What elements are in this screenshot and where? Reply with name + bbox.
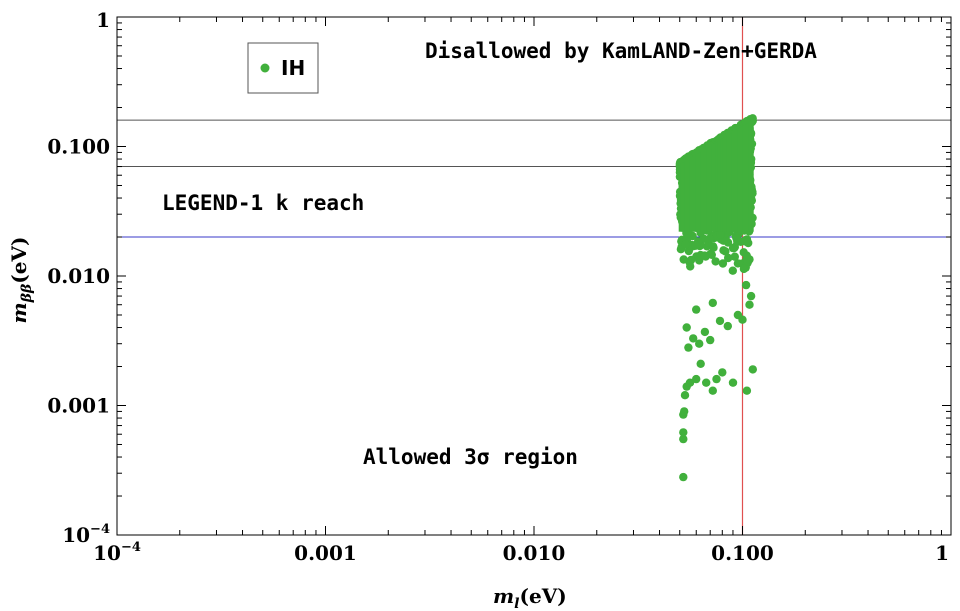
data-point xyxy=(718,259,728,268)
y-tick-label-4: 1 xyxy=(96,8,110,32)
legend-label: IH xyxy=(281,56,305,80)
legend: IH xyxy=(247,42,319,94)
data-point xyxy=(732,234,741,243)
data-point xyxy=(745,255,754,264)
data-point-outlier-10 xyxy=(702,378,711,387)
data-point xyxy=(728,243,738,253)
data-point-outlier-29 xyxy=(741,280,751,290)
data-point-outlier-9 xyxy=(696,359,705,368)
data-point-outlier-2 xyxy=(679,428,688,437)
data-region-fill xyxy=(749,120,754,232)
data-point xyxy=(695,256,704,265)
data-point xyxy=(719,246,728,255)
legend-marker xyxy=(260,63,270,73)
x-tick-label-1: 0.001 xyxy=(294,541,357,565)
x-tick-label-2: 0.010 xyxy=(503,541,566,565)
scatter-points xyxy=(675,114,757,482)
data-point-outlier-15 xyxy=(712,374,721,384)
y-tick-label-1: 0.001 xyxy=(47,394,110,418)
reference-lines xyxy=(117,17,951,535)
y-axis-title-unit: (eV) xyxy=(7,237,31,284)
data-point-outlier-4 xyxy=(680,407,689,416)
y-axis-title-sub: ββ xyxy=(19,283,35,303)
y-axis-title-main: m xyxy=(7,302,31,323)
annotation-allowed: Allowed 3σ region xyxy=(363,445,578,469)
data-region-fill xyxy=(735,129,740,232)
y-tick-label-2: 0.010 xyxy=(47,264,110,288)
data-point-outlier-28 xyxy=(715,316,725,326)
x-axis-title-main: m xyxy=(493,584,514,608)
data-point-outlier-24 xyxy=(746,291,756,301)
data-point xyxy=(700,251,709,260)
data-point-outlier-21 xyxy=(723,321,732,331)
annotation-legend-reach: LEGEND-1 k reach xyxy=(162,191,364,215)
data-point-outlier-7 xyxy=(685,378,695,387)
data-point xyxy=(686,255,696,265)
data-point xyxy=(739,248,748,257)
y-tick-label-3: 0.100 xyxy=(47,135,110,159)
y-axis-title: mββ(eV) xyxy=(7,237,35,324)
x-axis-title-unit: (eV) xyxy=(520,584,567,608)
data-point xyxy=(711,257,720,266)
data-point-outlier-20 xyxy=(706,335,715,345)
x-tick-label-3: 0.100 xyxy=(711,541,774,565)
data-point-outlier-5 xyxy=(680,391,690,400)
data-point xyxy=(686,262,695,271)
data-point-outlier-11 xyxy=(708,386,717,395)
data-point xyxy=(733,259,743,268)
plot-background xyxy=(117,17,951,535)
annotation-disallowed: Disallowed by KamLAND-Zen+GERDA xyxy=(425,39,817,63)
data-point-outlier-18 xyxy=(689,334,698,343)
data-point-outlier-27 xyxy=(682,323,691,332)
data-point xyxy=(724,253,733,263)
data-point-outlier-0 xyxy=(679,472,688,482)
x-tick-label-0: 10−4 xyxy=(93,540,141,565)
data-point-outlier-12 xyxy=(728,378,738,387)
axes xyxy=(116,16,952,536)
data-point xyxy=(739,264,749,274)
data-region-fill xyxy=(693,155,698,232)
data-point xyxy=(740,237,749,246)
data-point-outlier-8 xyxy=(692,374,701,384)
data-point-outlier-17 xyxy=(684,343,693,352)
x-axis-title-sub: l xyxy=(514,596,519,611)
data-point-outlier-19 xyxy=(695,339,704,348)
data-point xyxy=(679,255,688,264)
data-point-outlier-25 xyxy=(733,310,743,320)
y-tick-label-0: 10−4 xyxy=(62,522,110,547)
data-point-outlier-14 xyxy=(748,365,757,374)
data-point-outlier-31 xyxy=(708,298,717,308)
data-point-outlier-13 xyxy=(742,386,752,395)
data-point-outlier-16 xyxy=(718,368,727,377)
data-point xyxy=(716,230,725,239)
data-point-outlier-26 xyxy=(700,327,710,337)
legend-box xyxy=(247,42,319,94)
data-point xyxy=(705,234,714,243)
x-axis-title: ml(eV) xyxy=(493,584,567,611)
x-tick-label-4: 1 xyxy=(935,541,949,565)
tick-labels: 10−4 0.001 0.010 0.100 1 10−4 0.001 0.010 0.100 1 xyxy=(47,8,949,565)
data-point xyxy=(728,266,737,275)
data-point xyxy=(730,252,739,261)
data-point xyxy=(709,243,718,252)
data-point-outlier-23 xyxy=(745,300,754,309)
data-point-outlier-1 xyxy=(679,434,688,444)
data-point-outlier-30 xyxy=(692,305,701,314)
data-point xyxy=(691,241,701,250)
data-point xyxy=(681,240,690,249)
